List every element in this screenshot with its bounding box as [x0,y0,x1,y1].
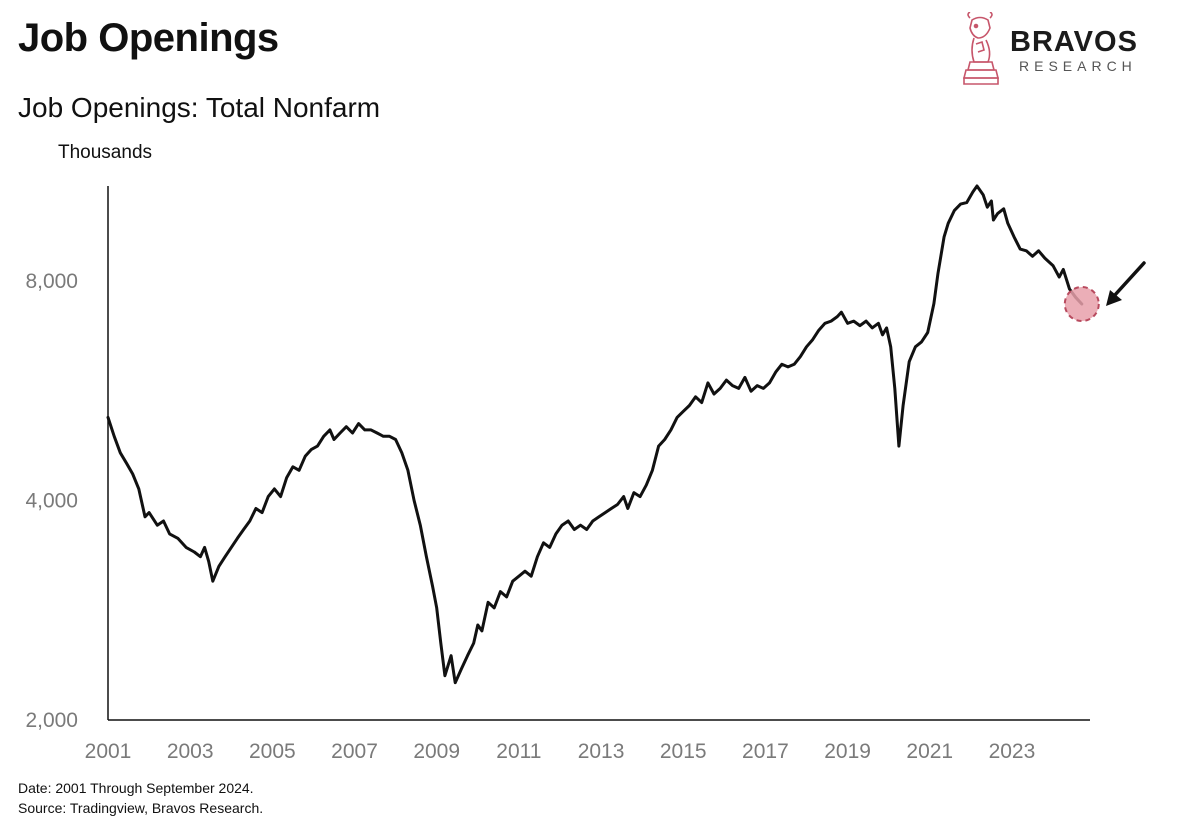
chart-subtitle: Job Openings: Total Nonfarm [18,92,381,123]
brand-subtitle: RESEARCH [1019,58,1137,74]
x-tick-label: 2011 [496,740,541,763]
x-tick-label: 2007 [331,740,378,763]
x-tick-label: 2021 [906,740,953,763]
y-axis-unit-label: Thousands [58,142,153,163]
x-tick-label: 2009 [413,740,460,763]
latest-value-highlight [1063,286,1100,323]
chess-knight-bull-icon [962,12,1000,85]
x-tick-label: 2005 [249,740,296,763]
x-tick-label: 2013 [578,740,625,763]
x-tick-label: 2015 [660,740,707,763]
series-line-job-openings [106,184,1084,685]
y-tick-label: 4,000 [25,490,78,513]
date-note: Date: 2001 Through September 2024. [18,780,254,796]
chart-title: Job Openings [18,16,279,60]
y-tick-label: 8,000 [25,270,78,293]
x-tick-label: 2003 [167,740,214,763]
arrow-pointer [1106,261,1146,306]
y-tick-label: 2,000 [25,709,78,732]
x-tick-label: 2023 [989,740,1036,763]
x-tick-label: 2019 [824,740,871,763]
brand-name: BRAVOS [1010,26,1138,58]
source-note: Source: Tradingview, Bravos Research. [18,800,264,816]
x-tick-label: 2001 [85,740,132,763]
brand-logo [960,12,1160,92]
x-tick-label: 2017 [742,740,789,763]
